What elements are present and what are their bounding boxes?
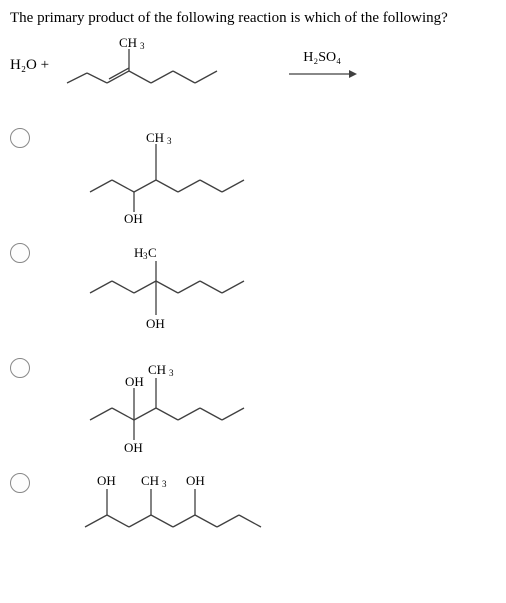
structure-c: OH CH 3 OH <box>70 350 280 455</box>
radio-d[interactable] <box>10 473 30 493</box>
option-b[interactable]: H 3 C OH <box>10 235 496 340</box>
radio-c[interactable] <box>10 358 30 378</box>
option-a[interactable]: CH 3 OH <box>10 120 496 225</box>
svg-text:CH: CH <box>119 35 137 50</box>
question-text: The primary product of the following rea… <box>10 10 496 27</box>
option-c[interactable]: OH CH 3 OH <box>10 350 496 455</box>
svg-text:OH: OH <box>186 473 205 488</box>
svg-text:3: 3 <box>167 136 172 146</box>
svg-text:OH: OH <box>97 473 116 488</box>
reaction-equation: H₂O + CH 3 H₂SO₄ <box>10 35 496 95</box>
reactant-structure: CH 3 <box>57 35 257 95</box>
svg-text:CH: CH <box>148 362 166 377</box>
svg-text:3: 3 <box>162 479 167 489</box>
svg-text:C: C <box>148 245 157 260</box>
reactant-water: H₂O + <box>10 57 49 74</box>
structure-b: H 3 C OH <box>70 235 280 340</box>
svg-text:CH: CH <box>146 130 164 145</box>
svg-text:3: 3 <box>169 368 174 378</box>
radio-a[interactable] <box>10 128 30 148</box>
answer-options: CH 3 OH H 3 C OH <box>10 120 496 540</box>
radio-b[interactable] <box>10 243 30 263</box>
structure-a: CH 3 OH <box>70 120 280 225</box>
svg-text:3: 3 <box>140 41 145 51</box>
svg-text:OH: OH <box>124 440 143 455</box>
svg-text:H: H <box>134 245 143 260</box>
structure-d: OH CH 3 OH <box>70 465 300 540</box>
catalyst-label: H₂SO₄ <box>303 50 341 66</box>
svg-text:OH: OH <box>124 211 143 225</box>
svg-text:CH: CH <box>141 473 159 488</box>
reaction-arrow: H₂SO₄ <box>287 50 357 80</box>
svg-text:OH: OH <box>146 316 165 331</box>
option-d[interactable]: OH CH 3 OH <box>10 465 496 540</box>
svg-text:OH: OH <box>125 374 144 389</box>
